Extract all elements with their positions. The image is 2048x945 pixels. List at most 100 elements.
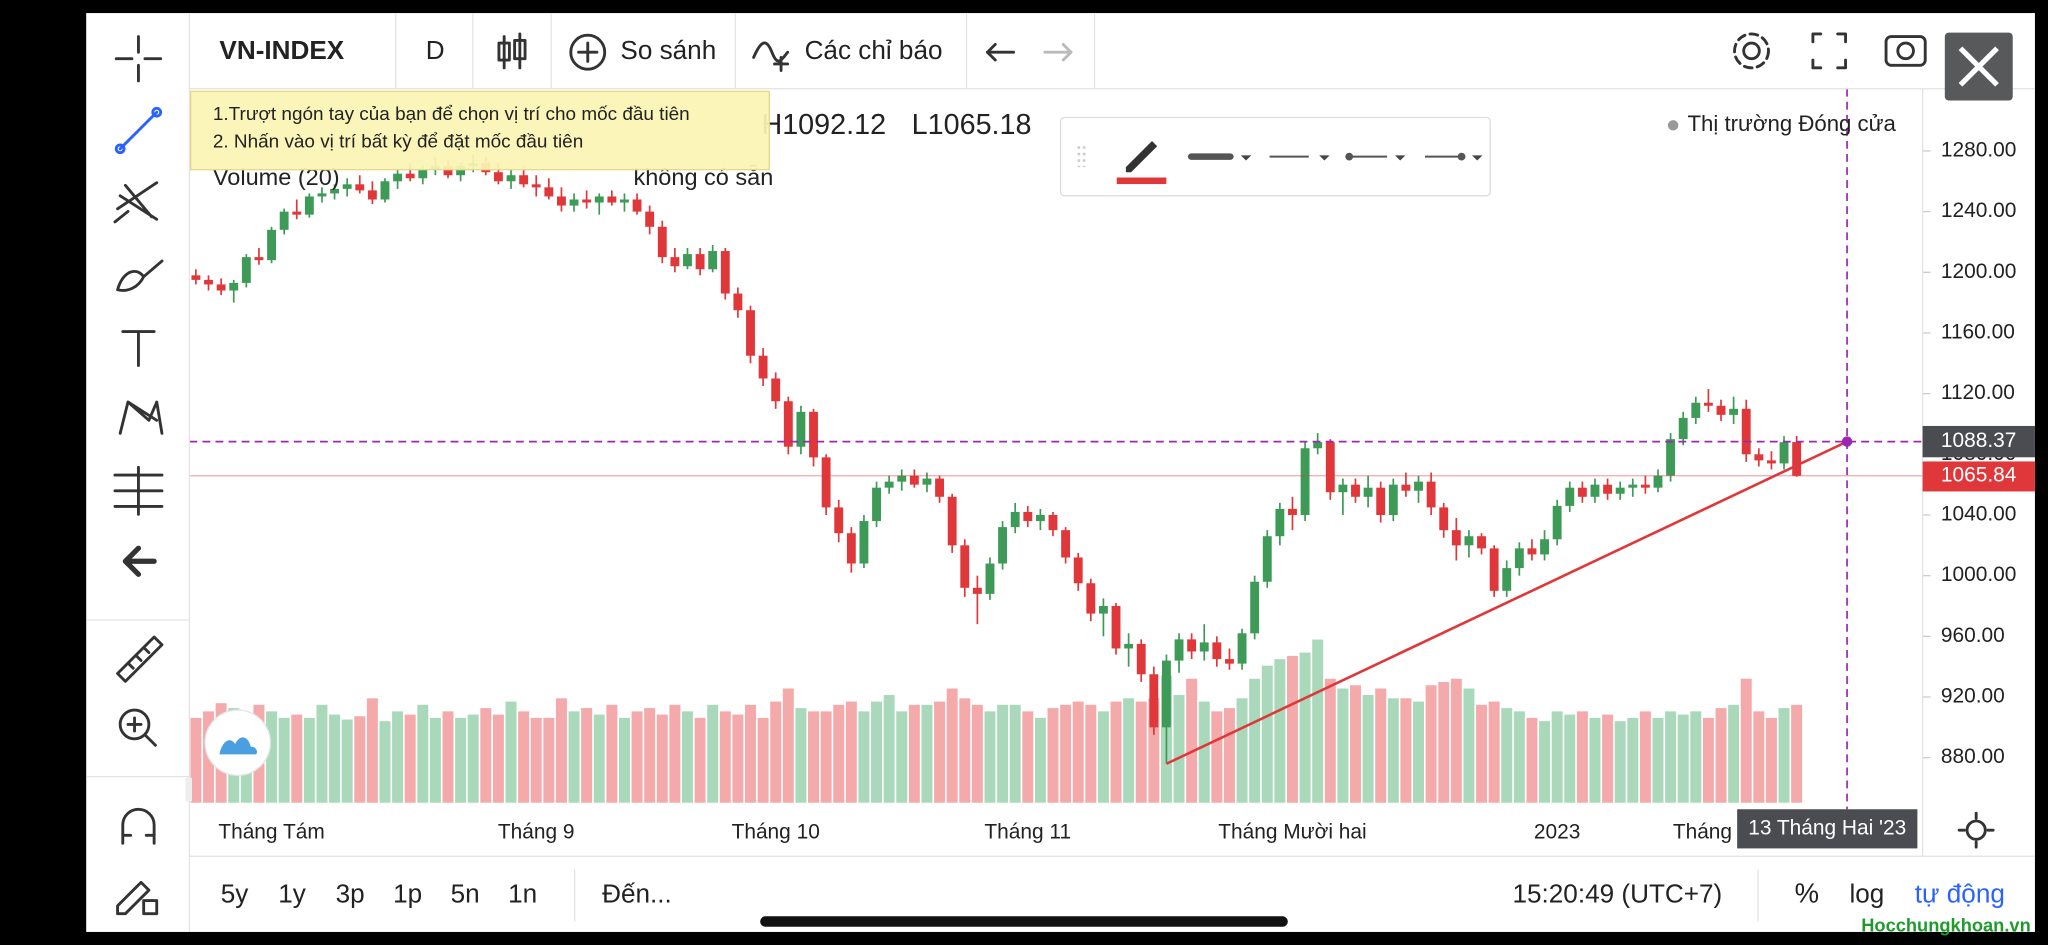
fullscreen-button[interactable] xyxy=(1811,32,1847,70)
goto-button[interactable]: Đến... xyxy=(602,878,672,908)
volume-bar xyxy=(190,717,202,803)
volume-bar xyxy=(883,695,895,803)
watermark: Hocchungkhoan.vn xyxy=(1861,915,2031,936)
volume-bar xyxy=(921,704,933,803)
candle-body xyxy=(884,481,894,488)
volume-bar xyxy=(896,711,908,803)
candle-body xyxy=(556,196,566,206)
candle-body xyxy=(972,587,982,594)
undo-button[interactable] xyxy=(985,42,1015,62)
indicators-button[interactable]: Các chỉ báo xyxy=(805,35,943,65)
volume-bar xyxy=(518,711,530,803)
candle-body xyxy=(1640,484,1650,488)
crosshair-point xyxy=(1841,436,1853,447)
range-button[interactable]: 3p xyxy=(336,878,365,908)
candle-body xyxy=(191,275,201,280)
logo-icon xyxy=(219,737,258,755)
candle-body xyxy=(1615,487,1625,494)
candle-body xyxy=(1691,402,1701,418)
volume-bar xyxy=(1476,704,1488,803)
volume-bar xyxy=(1097,711,1109,803)
pattern-tool[interactable] xyxy=(118,400,164,435)
range-button[interactable]: 1p xyxy=(393,878,422,908)
candle-body xyxy=(493,172,503,182)
volume-bar xyxy=(1009,704,1021,803)
candle-body xyxy=(1363,487,1373,497)
volume-bar xyxy=(858,711,870,803)
compare-icon[interactable] xyxy=(569,33,607,71)
candle-body xyxy=(708,251,718,270)
volume-bar xyxy=(1072,701,1084,803)
candle-body xyxy=(594,196,604,203)
y-tick-label: 1160.00 xyxy=(1941,320,2015,343)
candle-body xyxy=(1502,568,1512,591)
lock-draw-tool[interactable] xyxy=(116,880,159,916)
magnet-tool[interactable] xyxy=(121,807,156,845)
volume-bar xyxy=(1387,698,1399,803)
volume-bar xyxy=(1438,681,1450,803)
collapse-tool[interactable] xyxy=(122,545,157,577)
percent-button[interactable]: % xyxy=(1795,878,1819,909)
volume-bar xyxy=(1576,711,1588,803)
volume-bar xyxy=(1148,698,1160,803)
range-button[interactable]: 1y xyxy=(278,878,306,908)
color-button[interactable] xyxy=(1125,140,1158,173)
y-tick-label: 1200.00 xyxy=(1941,260,2016,283)
candle-body xyxy=(1439,507,1449,531)
screenshot-button[interactable] xyxy=(1884,35,1927,67)
volume-bar xyxy=(1639,711,1651,803)
volume-bar xyxy=(1677,714,1689,803)
redo-button[interactable] xyxy=(1043,42,1073,62)
volume-bar xyxy=(1400,698,1412,803)
volume-bar xyxy=(707,704,719,803)
crosshair-tool[interactable] xyxy=(114,35,163,83)
volume-bar xyxy=(1627,717,1639,803)
clock: 15:20:49 (UTC+7) xyxy=(1512,878,1722,908)
trendline-tool[interactable] xyxy=(114,106,163,155)
volume-bar xyxy=(971,704,983,803)
chart-type-button[interactable] xyxy=(497,32,527,70)
axis-settings[interactable] xyxy=(1957,811,1995,849)
candle-body xyxy=(1124,643,1134,649)
zoom-tool[interactable] xyxy=(118,708,157,747)
crosshair-date-tag xyxy=(1737,809,1918,849)
volume-bar xyxy=(278,717,290,803)
crosshair-price-label: 1088.37 xyxy=(1941,429,2016,452)
candle-body xyxy=(720,251,730,294)
log-button[interactable]: log xyxy=(1849,878,1884,908)
candle-body xyxy=(821,457,831,508)
volume-bar xyxy=(669,704,681,803)
volume-bar xyxy=(1614,721,1626,803)
candle-body xyxy=(783,401,793,447)
interval[interactable]: D xyxy=(426,35,445,65)
candle-body xyxy=(1401,484,1411,491)
symbol[interactable]: VN-INDEX xyxy=(219,35,344,65)
volume-bar xyxy=(341,719,353,803)
indicators-icon[interactable] xyxy=(752,41,790,72)
candle-body xyxy=(317,193,327,197)
compare-button[interactable]: So sánh xyxy=(620,35,716,65)
y-tick-label: 1280.00 xyxy=(1941,138,2016,161)
range-button[interactable]: 5n xyxy=(451,878,480,908)
collapse-tab[interactable] xyxy=(185,777,192,802)
market-status: Thị trường Đóng cửa xyxy=(1688,111,1897,136)
settings-button[interactable] xyxy=(1733,32,1770,70)
fork-tool[interactable] xyxy=(113,181,159,224)
last-price-label: 1065.84 xyxy=(1941,463,2016,486)
auto-button[interactable]: tự động xyxy=(1915,878,2005,908)
volume-bar xyxy=(329,714,341,803)
text-tool[interactable] xyxy=(121,330,156,367)
candle-body xyxy=(1098,605,1108,614)
volume-bar xyxy=(1450,678,1462,803)
candle-body xyxy=(405,173,415,179)
candle-body xyxy=(1086,583,1096,614)
candle-body xyxy=(1603,484,1613,494)
measure-tool[interactable] xyxy=(113,465,164,516)
brush-tool[interactable] xyxy=(116,259,164,292)
volume-bar xyxy=(1463,688,1475,803)
volume-bar xyxy=(997,704,1009,803)
range-button[interactable]: 5y xyxy=(221,878,249,908)
range-button[interactable]: 1n xyxy=(508,878,537,908)
ruler-tool[interactable] xyxy=(116,635,164,683)
